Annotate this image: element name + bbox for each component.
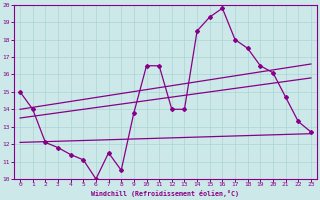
X-axis label: Windchill (Refroidissement éolien,°C): Windchill (Refroidissement éolien,°C) [92,190,239,197]
